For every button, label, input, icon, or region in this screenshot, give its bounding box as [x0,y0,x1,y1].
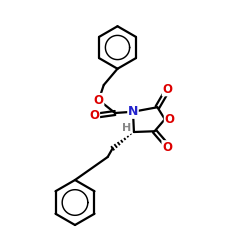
Text: O: O [94,94,104,106]
Text: N: N [128,105,138,118]
Text: H: H [122,123,132,133]
Text: O: O [162,83,172,96]
Text: O: O [162,141,172,154]
Text: O: O [164,113,174,126]
Text: O: O [90,109,100,122]
